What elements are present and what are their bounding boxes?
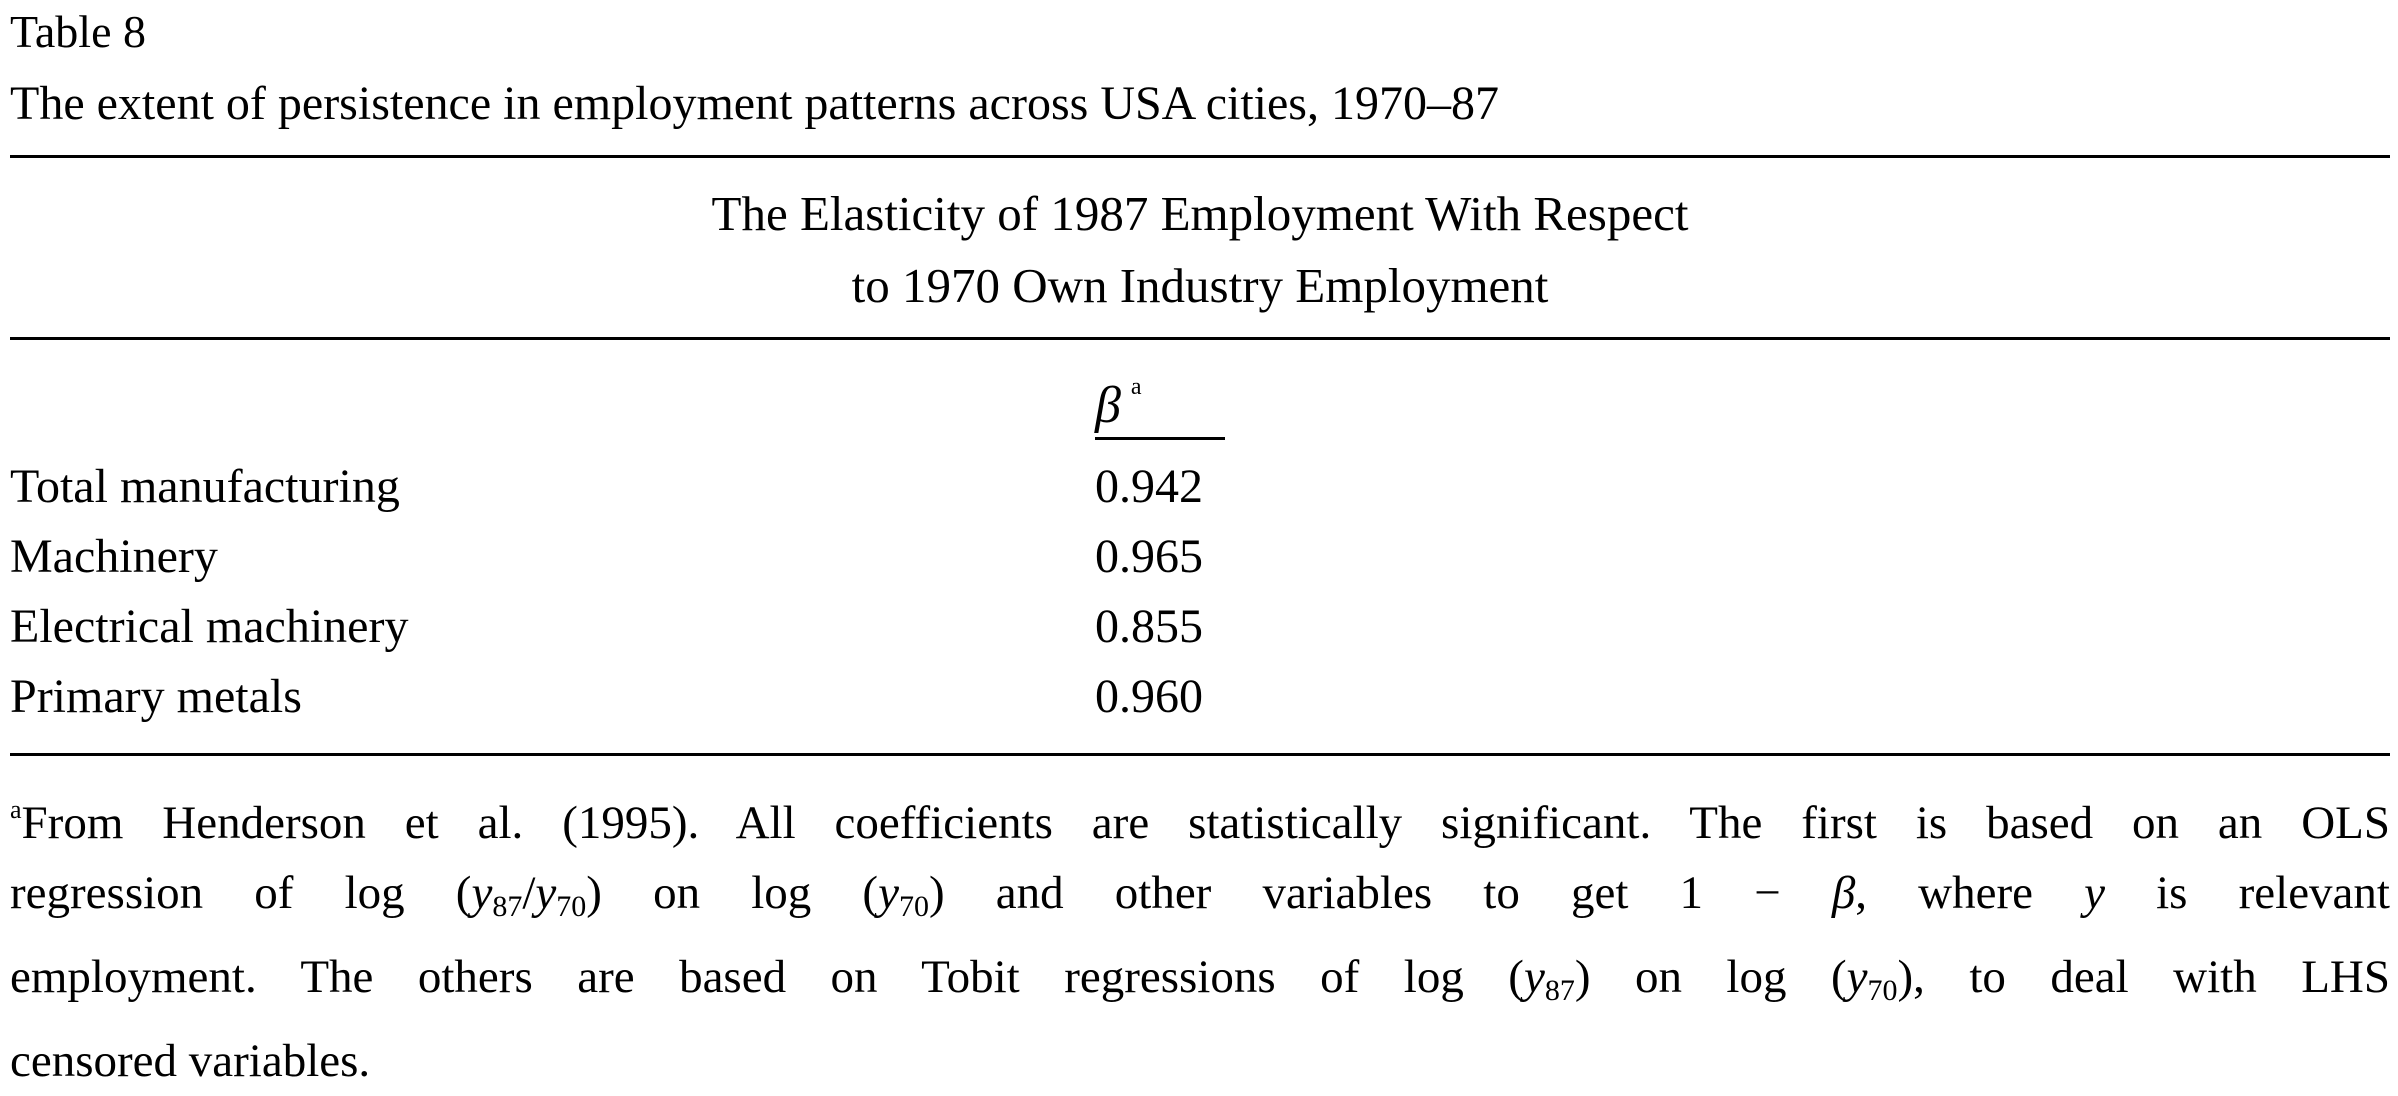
footnote-line-4: censored variables. <box>10 1035 371 1087</box>
heading-line-1: The Elasticity of 1987 Employment With R… <box>711 186 1689 241</box>
footnote-line-2: regression of log (y87/y70) on log (y70)… <box>10 867 2390 923</box>
column-header-underline <box>1095 437 1225 440</box>
top-rule <box>10 155 2390 158</box>
row-label-total-manufacturing: Total manufacturing <box>10 460 400 513</box>
row-value-primary-metals: 0.960 <box>1095 670 1203 723</box>
row-label-primary-metals: Primary metals <box>10 670 302 723</box>
row-label-machinery: Machinery <box>10 530 218 583</box>
row-label-electrical-machinery: Electrical machinery <box>10 600 409 653</box>
table-heading: The Elasticity of 1987 Employment With R… <box>10 178 2390 322</box>
table-title: The extent of persistence in employment … <box>10 77 1499 130</box>
column-footnote-mark: a <box>1130 374 1142 400</box>
middle-rule <box>10 337 2390 340</box>
row-value-electrical-machinery: 0.855 <box>1095 600 1203 653</box>
table-label: Table 8 <box>10 6 147 57</box>
heading-line-2: to 1970 Own Industry Employment <box>851 258 1549 313</box>
row-value-machinery: 0.965 <box>1095 530 1203 583</box>
row-value-total-manufacturing: 0.942 <box>1095 460 1203 513</box>
bottom-rule <box>10 753 2390 756</box>
table-footnote: aFrom Henderson et al. (1995). All coeff… <box>10 775 2390 1096</box>
beta-symbol: β <box>1095 377 1121 434</box>
footnote-mark: a <box>10 795 22 824</box>
footnote-line-1: aFrom Henderson et al. (1995). All coeff… <box>10 795 2390 849</box>
footnote-line-3: employment. The others are based on Tobi… <box>10 951 2390 1007</box>
table-page: Table 8 The extent of persistence in emp… <box>10 6 2390 1087</box>
